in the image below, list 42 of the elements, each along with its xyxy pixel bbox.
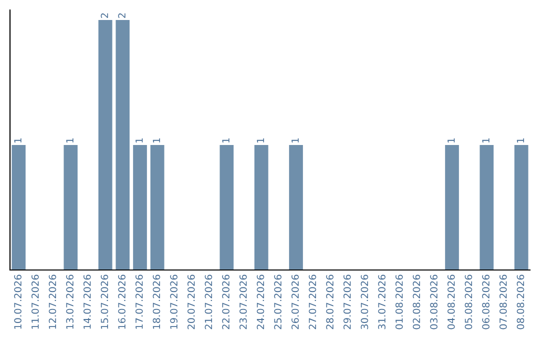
x-tick-label: 11.07.2026: [31, 274, 39, 329]
x-tick-label: 23.07.2026: [239, 274, 247, 330]
x-tick-label: 17.07.2026: [135, 274, 143, 329]
data-label: 2: [100, 13, 108, 18]
x-tick-label: 28.07.2026: [326, 274, 334, 330]
data-label: 2: [118, 13, 126, 18]
x-tick-label: 14.07.2026: [83, 274, 91, 329]
x-tick-label: 15.07.2026: [100, 274, 108, 329]
x-tick-label: 29.07.2026: [343, 274, 351, 330]
x-tick-label: 03.08.2026: [430, 274, 438, 330]
x-tick-label: 26.07.2026: [291, 274, 299, 330]
x-tick-label: 22.07.2026: [222, 274, 230, 330]
data-label: 1: [152, 138, 160, 143]
x-tick-label: 01.08.2026: [395, 274, 403, 330]
x-tick-label: 24.07.2026: [256, 274, 264, 330]
x-tick-label: 08.08.2026: [516, 274, 524, 330]
x-tick-label: 04.08.2026: [447, 274, 455, 330]
data-label: 1: [66, 138, 74, 143]
x-tick-label: 16.07.2026: [118, 274, 126, 329]
data-label: 1: [14, 138, 22, 143]
x-tick-label: 20.07.2026: [187, 274, 195, 330]
x-tick-label: 06.08.2026: [482, 274, 490, 330]
x-tick-label: 21.07.2026: [204, 274, 212, 330]
x-tick-label: 10.07.2026: [14, 274, 22, 329]
x-tick-label: 25.07.2026: [274, 274, 282, 330]
data-label: 1: [516, 138, 524, 143]
data-label: 1: [256, 138, 264, 143]
x-tick-label: 19.07.2026: [170, 274, 178, 329]
x-tick-label: 31.07.2026: [378, 274, 386, 330]
x-tick-label: 30.07.2026: [360, 274, 368, 330]
x-tick-label: 13.07.2026: [66, 274, 74, 329]
data-label: 1: [482, 138, 490, 143]
x-tick-label: 18.07.2026: [152, 274, 160, 329]
x-tick-label: 02.08.2026: [412, 274, 420, 330]
data-label: 1: [448, 138, 455, 143]
x-tick-label: 27.07.2026: [308, 274, 316, 330]
x-tick-label: 05.08.2026: [464, 274, 472, 330]
data-label: 1: [222, 138, 230, 143]
data-label: 1: [136, 138, 143, 143]
data-label: 1: [292, 138, 299, 143]
x-tick-label: 07.08.2026: [499, 274, 507, 330]
x-tick-label: 12.07.2026: [48, 274, 56, 329]
